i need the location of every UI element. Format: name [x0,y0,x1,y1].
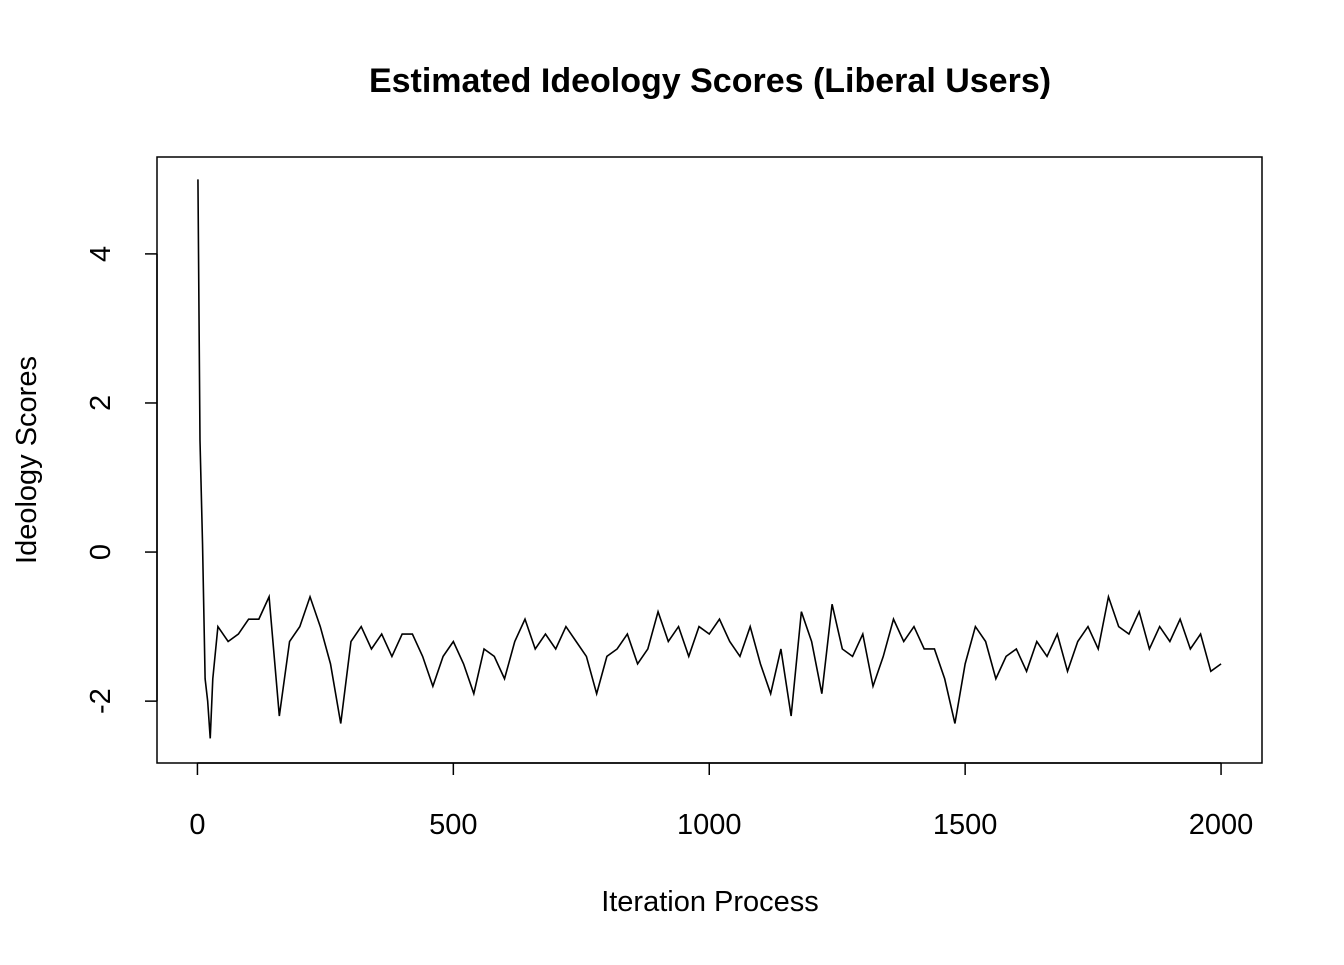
y-tick-label: 4 [85,246,117,262]
x-tick-label: 1000 [677,809,742,841]
x-axis-label: Iteration Process [601,886,819,918]
x-tick-label: 2000 [1189,809,1254,841]
x-tick-label: 500 [429,809,477,841]
y-tick-label: 0 [85,544,117,560]
chart-title: Estimated Ideology Scores (Liberal Users… [369,62,1051,100]
y-axis-label: Ideology Scores [11,356,43,564]
x-tick-label: 0 [189,809,205,841]
y-tick-label: 2 [85,395,117,411]
data-line [197,179,1222,739]
x-tick-label: 1500 [933,809,998,841]
y-tick-label: -2 [85,688,117,714]
